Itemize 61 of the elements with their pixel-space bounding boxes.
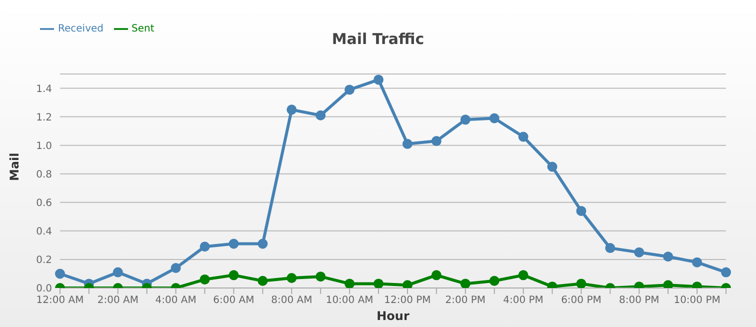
y-tick-label: 0.0 xyxy=(36,284,52,295)
point xyxy=(634,247,644,258)
point xyxy=(258,238,268,249)
point xyxy=(344,84,355,95)
x-tick-label: 8:00 PM xyxy=(618,295,660,306)
point xyxy=(286,273,297,284)
point xyxy=(721,267,731,278)
point xyxy=(663,280,674,288)
x-tick-label: 2:00 PM xyxy=(445,295,486,306)
x-tick-label: 10:00 AM xyxy=(326,295,374,306)
y-tick-label: 0.2 xyxy=(36,255,52,266)
y-tick-label: 1.2 xyxy=(36,112,52,124)
point xyxy=(431,136,442,146)
point xyxy=(258,276,268,286)
x-tick-label: 12:00 PM xyxy=(384,295,431,306)
point xyxy=(316,110,326,120)
point xyxy=(112,267,123,278)
point xyxy=(489,276,500,286)
x-tick-label: 6:00 PM xyxy=(561,295,602,306)
point xyxy=(200,274,210,284)
y-tick-label: 0.6 xyxy=(36,198,52,209)
point xyxy=(518,270,528,280)
point xyxy=(663,252,674,262)
y-tick-label: 1.4 xyxy=(36,84,52,95)
point xyxy=(402,138,412,149)
point xyxy=(460,278,470,288)
point xyxy=(344,278,355,288)
legend-label: Received xyxy=(58,24,104,35)
point xyxy=(200,242,210,252)
x-tick-label: 10:00 PM xyxy=(674,295,720,306)
x-tick-label: 8:00 AM xyxy=(271,295,312,306)
x-axis-title: Hour xyxy=(376,309,410,323)
point xyxy=(431,270,442,280)
point xyxy=(489,113,500,124)
point xyxy=(170,263,181,274)
point xyxy=(576,278,586,288)
point xyxy=(460,114,470,125)
chart-title: Mail Traffic xyxy=(332,30,424,48)
point xyxy=(402,280,412,288)
point xyxy=(605,243,616,254)
point xyxy=(374,74,384,85)
y-tick-label: 0.8 xyxy=(36,169,52,180)
y-tick-label: 1.0 xyxy=(36,140,52,152)
x-tick-label: 2:00 AM xyxy=(97,295,138,306)
point xyxy=(692,257,702,268)
y-axis-title: Mail xyxy=(7,152,22,181)
point xyxy=(374,278,384,288)
point xyxy=(286,104,297,115)
legend-label: Sent xyxy=(132,24,154,35)
x-tick-label: 4:00 PM xyxy=(503,295,544,306)
x-tick-label: 12:00 AM xyxy=(36,295,84,306)
point xyxy=(518,132,528,142)
point xyxy=(228,270,239,280)
point xyxy=(55,268,65,279)
x-tick-label: 6:00 AM xyxy=(213,295,254,306)
point xyxy=(547,162,558,172)
x-tick-label: 4:00 AM xyxy=(155,295,196,306)
point xyxy=(316,272,326,282)
point xyxy=(576,206,586,216)
point xyxy=(228,238,239,249)
y-tick-label: 0.4 xyxy=(36,226,52,238)
